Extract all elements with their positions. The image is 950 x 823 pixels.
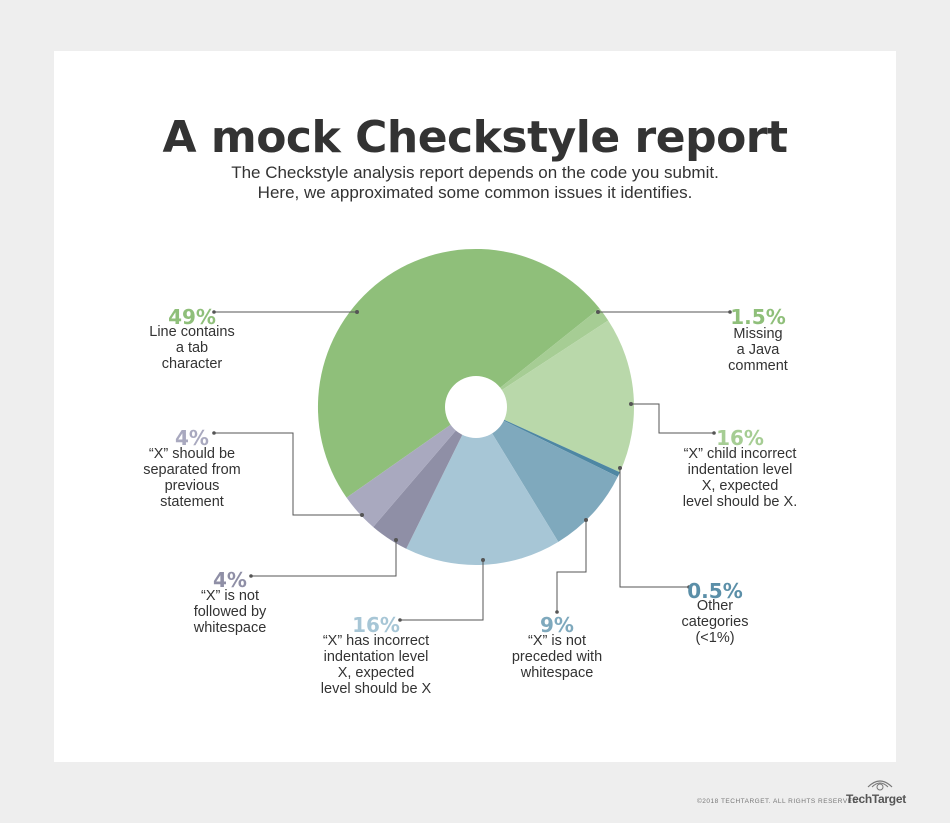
chart-title: A mock Checkstyle report [162,112,788,163]
techtarget-eye-icon [867,780,893,791]
leader-dot-2 [596,310,600,314]
leader-dot-5 [584,518,588,522]
slice-percent-label-3: 16% [716,426,764,450]
slice-description-7: “X” is not followed by whitespace [193,588,267,636]
pie-slice-3 [476,320,635,473]
copyright-text: ©2018 TECHTARGET. ALL RIGHTS RESERVED [697,798,858,805]
chart-subtitle-line-2: Here, we approximated some common issues… [257,183,693,202]
slice-percent-label-7: 4% [213,568,247,592]
leader-dot-8 [360,513,364,517]
leader-line-3 [631,403,714,434]
pie-slice-5 [476,407,618,542]
pie-slice-4 [476,407,620,477]
leader-dot-7 [394,538,398,542]
slice-description-8: “X” should be separated from previous state… [143,446,241,510]
pie-slice-8 [346,407,476,527]
donut-hole [445,376,507,438]
leader-start-dot-8 [212,431,216,435]
slice-description-1: Line contains a tab character [149,324,234,372]
slice-description-2: Missing a Java comment [728,326,788,374]
slice-description-4: Other categories (<1%) [682,598,749,646]
leader-line-6 [400,560,484,621]
leader-dot-3 [629,402,633,406]
leader-dot-4 [618,466,622,470]
slice-labels: 49%Line contains a tab character 1.5%Missin… [143,305,797,697]
leader-start-dot-3 [712,431,716,435]
slice-percent-label-4: 0.5% [687,579,742,603]
chart-subtitle-line-1: The Checkstyle analysis report depends o… [231,163,719,182]
pie-slices [317,248,635,566]
leader-start-dot-7 [249,574,253,578]
pie-slice-6 [406,407,559,566]
leader-start-dot-1 [212,310,216,314]
techtarget-logo: TechTarget [846,792,906,806]
slice-percent-label-5: 9% [540,613,574,637]
slice-percent-label-6: 16% [352,613,400,637]
leader-line-8 [214,432,362,516]
pie-slice-2 [476,308,609,407]
pie-slice-7 [373,407,476,549]
leader-dot-6 [481,558,485,562]
leader-dot-1 [355,310,359,314]
leader-lines [212,310,732,622]
slice-description-3: “X” child incorrect indentation level X, e… [683,446,797,510]
pie-slice-1 [317,248,600,498]
leader-line-4 [619,468,689,588]
slice-percent-label-2: 1.5% [730,305,785,329]
leader-start-dot-6 [398,618,402,622]
slice-description-5: “X” is not preceded with whitespace [512,633,602,681]
slice-percent-label-1: 49% [168,305,216,329]
slice-percent-label-8: 4% [175,426,209,450]
leader-line-5 [556,520,587,612]
leader-line-7 [251,540,397,577]
leader-start-dot-4 [687,585,691,589]
leader-start-dot-5 [555,610,559,614]
leader-start-dot-2 [728,310,732,314]
slice-description-6: “X” has incorrect indentation level X, exp… [321,633,432,697]
